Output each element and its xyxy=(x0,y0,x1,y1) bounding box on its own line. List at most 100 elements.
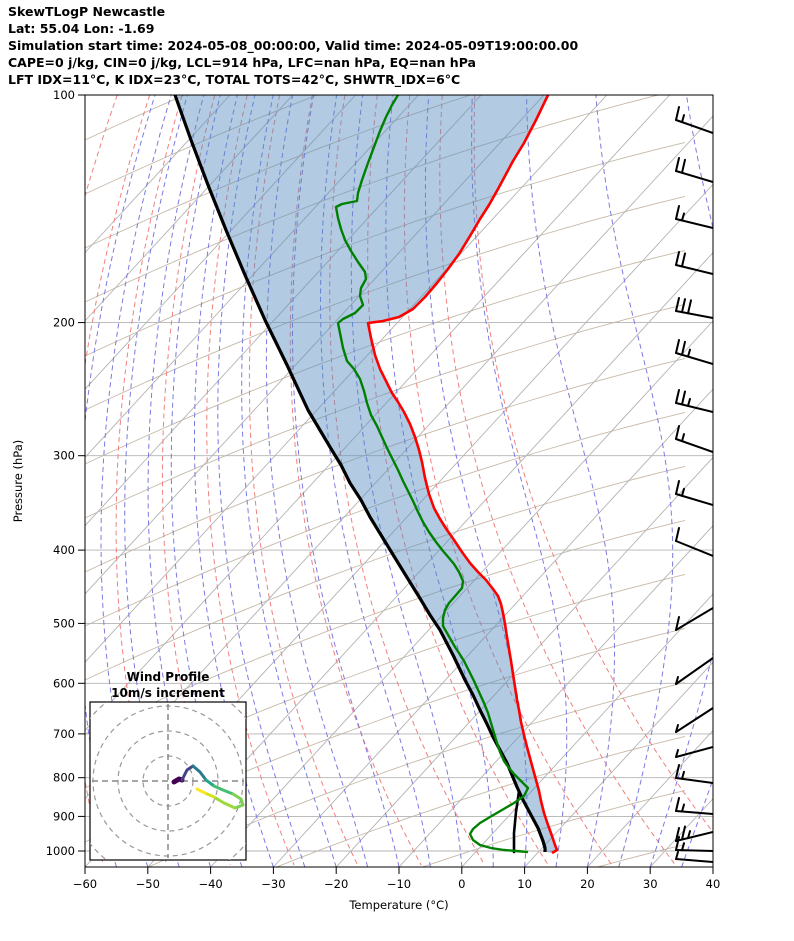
aux-line xyxy=(85,411,686,627)
aux-line xyxy=(85,141,686,357)
x-tick-label: 0 xyxy=(458,877,465,891)
chart-title: SkewTLogP Newcastle xyxy=(8,4,165,19)
y-tick-label: 500 xyxy=(53,616,75,630)
isotherm-line xyxy=(712,866,713,867)
moist-adiabat-line xyxy=(350,95,463,867)
wind-barb-feather xyxy=(675,480,680,495)
dry-adiabat-line xyxy=(85,95,118,198)
hodograph-inset xyxy=(89,701,247,861)
wind-barb xyxy=(675,297,713,319)
moist-adiabat-line xyxy=(385,95,494,867)
aux-line xyxy=(85,303,686,519)
wind-barb xyxy=(675,707,713,733)
aux-line xyxy=(85,249,686,465)
wind-barb-half-feather xyxy=(681,770,685,780)
y-tick-label: 1000 xyxy=(46,844,75,858)
isotherm-line xyxy=(398,525,713,867)
wind-barb-feather xyxy=(681,340,686,356)
wind-barb-half-feather xyxy=(681,212,685,222)
axes: −60 −50 −40 −30 −20 −10 0 10 20 30 40 100 200 300 400 5… xyxy=(46,88,721,891)
aux-line xyxy=(85,95,319,195)
isotherm-line xyxy=(524,661,713,867)
x-tick-label: −60 xyxy=(73,877,97,891)
hodograph-trace-segment xyxy=(195,787,207,795)
isotherm-line xyxy=(210,320,713,867)
isotherm-line xyxy=(85,95,294,322)
cape-cin-line: CAPE=0 j/kg, CIN=0 j/kg, LCL=914 hPa, LF… xyxy=(8,55,476,70)
x-tick-label: −30 xyxy=(261,877,285,891)
wind-barb-half-feather xyxy=(681,842,685,852)
moist-adiabat-line xyxy=(124,95,188,867)
wind-barb-staff xyxy=(675,657,713,685)
wind-barb xyxy=(675,106,713,134)
wind-barb xyxy=(675,607,713,631)
dry-adiabat-line xyxy=(289,95,422,866)
wind-barb-feather xyxy=(675,836,680,851)
y-tick-label: 800 xyxy=(53,771,75,785)
hodograph-trace-segment xyxy=(180,764,195,782)
moist-adiabat-line xyxy=(241,95,337,867)
wind-barb xyxy=(675,851,713,863)
x-tick-label: −20 xyxy=(324,877,348,891)
moist-adiabat-line xyxy=(194,95,274,867)
x-axis-label: Temperature (°C) xyxy=(348,898,448,912)
isotherm-line xyxy=(85,95,482,527)
aux-line xyxy=(85,465,686,681)
dry-adiabat-line xyxy=(403,95,613,866)
header: SkewTLogP Newcastle Lat: 55.04 Lon: -1.6… xyxy=(8,4,578,88)
dewpoint-curve xyxy=(334,95,530,854)
aux-line xyxy=(85,95,661,303)
wind-barb-half-feather xyxy=(687,830,691,840)
isotherm-line xyxy=(273,388,713,867)
wind-barb-feather xyxy=(681,252,686,268)
isotherm-line xyxy=(85,95,670,732)
y-tick-label: 300 xyxy=(53,449,75,463)
wind-barb-staff xyxy=(675,707,713,733)
wind-barb-feather xyxy=(675,339,680,354)
moist-adiabat-line xyxy=(649,95,713,867)
dry-adiabat-line xyxy=(367,95,549,866)
wind-barb-half-feather xyxy=(687,348,691,358)
moist-adiabat-line xyxy=(424,95,528,867)
latlon-line: Lat: 55.04 Lon: -1.69 xyxy=(8,21,154,36)
hodograph-title: Wind Profile xyxy=(127,670,210,684)
y-tick-label: 200 xyxy=(53,316,75,330)
isotherm-line xyxy=(461,593,713,867)
wind-barb-feather xyxy=(675,297,680,312)
wind-barb-feather xyxy=(675,764,680,779)
moist-adiabat-line xyxy=(217,95,306,867)
isotherm-line xyxy=(147,251,713,867)
wind-barb-feather xyxy=(687,299,692,315)
moist-adiabat-line xyxy=(147,95,212,867)
isotherm-line xyxy=(335,456,713,867)
hodograph-trace-segment xyxy=(203,791,216,799)
wind-barbs xyxy=(675,106,713,863)
wind-barb xyxy=(675,389,713,413)
moist-adiabat-line xyxy=(170,95,243,867)
y-tick-label: 700 xyxy=(53,727,75,741)
y-tick-label: 400 xyxy=(53,543,75,557)
wind-barb xyxy=(675,425,713,453)
parcel-curve xyxy=(173,95,547,852)
x-tick-label: −10 xyxy=(387,877,411,891)
wind-barb-feather xyxy=(675,425,680,440)
hodograph-subtitle: 10m/s increment xyxy=(111,686,225,700)
moist-adiabat-line xyxy=(471,95,568,867)
wind-barb-feather xyxy=(675,797,680,812)
wind-barb xyxy=(675,746,713,758)
wind-barb xyxy=(675,825,713,842)
wind-barb-feather xyxy=(675,251,680,266)
wind-barb xyxy=(675,764,713,784)
y-axis-label: Pressure (hPa) xyxy=(11,440,25,523)
wind-barb xyxy=(675,205,713,229)
wind-barb-staff xyxy=(675,607,713,631)
y-tick-label: 900 xyxy=(53,809,75,823)
cape-shading xyxy=(175,95,557,853)
aux-line xyxy=(85,195,686,411)
y-tick-label: 100 xyxy=(53,88,75,102)
wind-barb-half-feather xyxy=(675,749,679,758)
y-tick-label: 600 xyxy=(53,676,75,690)
moist-adiabat-line xyxy=(681,777,713,867)
x-tick-label: 30 xyxy=(643,877,658,891)
x-tick-label: −50 xyxy=(136,877,160,891)
